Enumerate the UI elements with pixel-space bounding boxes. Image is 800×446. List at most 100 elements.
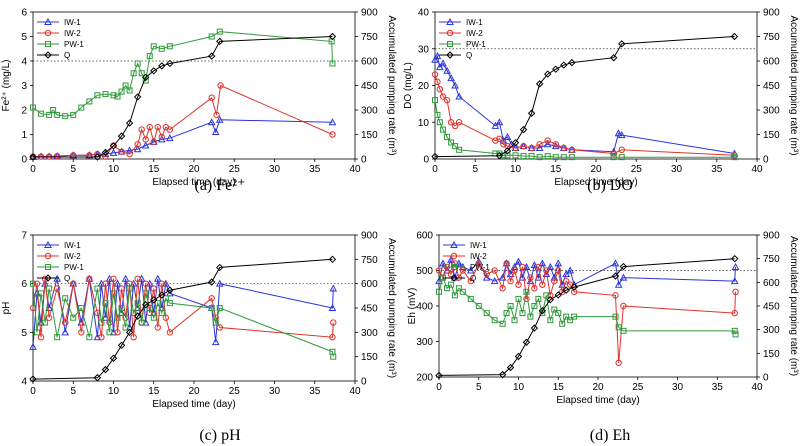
data-point xyxy=(491,317,498,324)
y2-tick-label: 300 xyxy=(361,106,378,117)
y2-tick-label: 150 xyxy=(763,349,780,360)
data-point xyxy=(620,327,627,334)
data-point xyxy=(555,267,562,274)
data-point xyxy=(731,254,739,263)
chart-caption: (c) pH xyxy=(199,427,241,444)
data-point xyxy=(552,65,560,73)
legend-marker xyxy=(44,252,52,260)
series-line xyxy=(434,54,735,154)
data-point xyxy=(158,309,165,316)
data-point xyxy=(166,289,174,297)
data-point xyxy=(46,285,53,292)
series-line xyxy=(32,278,334,338)
data-point xyxy=(34,329,41,336)
data-point xyxy=(29,304,37,312)
data-point xyxy=(435,371,443,380)
data-point xyxy=(567,317,574,324)
data-point xyxy=(451,292,458,299)
data-point xyxy=(106,319,113,326)
legend-marker xyxy=(45,41,51,47)
data-point xyxy=(455,285,462,292)
data-point xyxy=(141,73,150,82)
data-point xyxy=(467,277,474,285)
data-point xyxy=(329,334,336,341)
legend-marker xyxy=(45,264,51,270)
x-tick-label: 30 xyxy=(672,382,684,393)
data-point xyxy=(30,104,36,111)
data-point xyxy=(527,109,536,117)
data-point xyxy=(33,280,41,287)
x-tick-label: 0 xyxy=(30,164,36,175)
legend-label: IW-1 xyxy=(64,241,81,250)
y-tick-label: 5 xyxy=(21,328,27,339)
data-point xyxy=(138,126,145,133)
data-point xyxy=(447,255,455,263)
data-point xyxy=(78,329,85,336)
data-point xyxy=(29,375,37,383)
series-q xyxy=(435,254,739,380)
data-point xyxy=(101,313,110,321)
data-point xyxy=(451,81,459,89)
x-axis-label: Elapsed time (day) xyxy=(556,395,639,406)
data-point xyxy=(520,142,527,150)
legend-label: PW-1 xyxy=(466,40,486,49)
data-point xyxy=(490,277,499,285)
data-point xyxy=(30,280,36,287)
data-point xyxy=(45,314,53,321)
data-point xyxy=(329,284,338,292)
data-point xyxy=(519,125,528,134)
data-point xyxy=(440,126,447,133)
data-point xyxy=(610,154,617,161)
y2-tick-label: 900 xyxy=(361,8,378,19)
data-point xyxy=(78,104,85,111)
y-tick-label: 10 xyxy=(418,118,430,129)
data-point xyxy=(731,327,738,334)
series-pw-1 xyxy=(30,28,336,120)
legend-marker xyxy=(450,252,458,260)
data-point xyxy=(70,314,77,321)
data-point xyxy=(611,259,620,267)
data-point xyxy=(730,277,739,285)
data-point xyxy=(610,54,618,62)
data-point xyxy=(554,259,563,267)
x-tick-label: 20 xyxy=(590,164,602,175)
x-axis-label: Elapsed time (day) xyxy=(152,177,235,188)
y2-axis-label: Accumulated pumping rate (m³) xyxy=(386,15,397,155)
x-tick-label: 0 xyxy=(30,386,36,397)
data-point xyxy=(538,307,547,315)
series-line xyxy=(434,36,735,158)
x-tick-label: 30 xyxy=(269,164,281,175)
y-tick-label: 7 xyxy=(21,231,27,242)
data-point xyxy=(546,295,555,304)
x-tick-label: 20 xyxy=(188,164,200,175)
data-point xyxy=(98,319,105,326)
data-point xyxy=(125,146,134,154)
legend-label: IW-1 xyxy=(466,18,483,27)
chart-caption: (d) Eh xyxy=(590,427,630,444)
legend-marker xyxy=(44,274,52,282)
data-point xyxy=(86,275,93,282)
y-axis-label: Fe²⁺ (mg/L) xyxy=(1,60,12,112)
data-point xyxy=(134,141,141,148)
data-point xyxy=(134,275,141,282)
data-point xyxy=(506,363,515,372)
data-point xyxy=(448,139,455,146)
data-point xyxy=(455,119,463,126)
y-tick-label: 400 xyxy=(416,302,433,313)
x-tick-label: 25 xyxy=(229,164,241,175)
data-point xyxy=(154,300,161,307)
legend-label: IW-1 xyxy=(470,241,487,250)
data-point xyxy=(491,121,500,129)
data-point xyxy=(535,295,542,302)
legend-label: Q xyxy=(470,274,476,283)
data-point xyxy=(53,285,61,292)
data-point xyxy=(431,55,439,63)
x-tick-label: 25 xyxy=(229,386,241,397)
chart-panel-3: 0 5 10 15 20 25 30 35 40 200 300 400 500 600 0 150 300 45… xyxy=(407,231,799,445)
y2-tick-label: 600 xyxy=(361,279,378,290)
data-point xyxy=(130,309,137,316)
data-point xyxy=(216,305,223,311)
data-point xyxy=(150,296,158,304)
